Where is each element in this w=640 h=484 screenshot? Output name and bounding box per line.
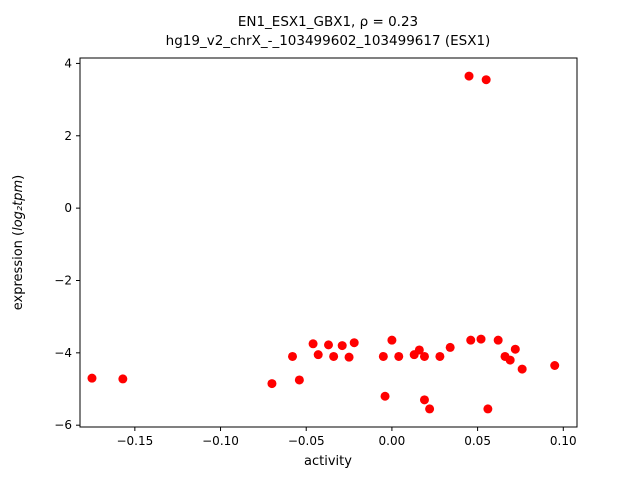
chart-title-line2: hg19_v2_chrX_-_103499602_103499617 (ESX1… xyxy=(166,33,491,49)
scatter-point xyxy=(493,335,503,345)
scatter-point xyxy=(87,373,97,383)
scatter-point xyxy=(349,338,359,348)
scatter-point xyxy=(378,351,388,361)
y-tick-label: 4 xyxy=(64,56,72,70)
scatter-point xyxy=(337,341,347,351)
scatter-point xyxy=(329,351,339,361)
scatter-point xyxy=(419,351,429,361)
scatter-point xyxy=(380,391,390,401)
x-tick-label: 0.00 xyxy=(379,434,406,448)
scatter-point xyxy=(505,355,515,365)
y-label-prefix: expression ( xyxy=(11,231,26,310)
scatter-point xyxy=(288,351,298,361)
x-tick-label: −0.15 xyxy=(116,434,153,448)
scatter-point xyxy=(414,345,424,355)
x-tick-label: −0.10 xyxy=(202,434,239,448)
scatter-point xyxy=(267,379,277,389)
scatter-point xyxy=(435,351,445,361)
x-axis-ticks: −0.15 −0.10 −0.05 0.00 0.05 0.10 xyxy=(116,427,577,448)
data-points xyxy=(87,71,560,414)
scatter-point xyxy=(387,335,397,345)
y-label-math: log₂tpm xyxy=(11,180,26,231)
x-axis-label: activity xyxy=(304,454,352,469)
y-label-suffix: ) xyxy=(11,175,26,180)
y-tick-label: −2 xyxy=(54,273,72,287)
scatter-point xyxy=(517,364,527,374)
scatter-point xyxy=(466,335,476,345)
scatter-point xyxy=(344,352,354,362)
scatter-point xyxy=(118,374,128,384)
plot-area: −0.15 −0.10 −0.05 0.00 0.05 0.10 −6 −4 −2 0 2 4 xyxy=(54,56,578,448)
scatter-point xyxy=(394,351,404,361)
x-tick-label: 0.10 xyxy=(550,434,577,448)
y-axis-label: expression (log₂tpm) xyxy=(11,175,26,310)
y-tick-label: −4 xyxy=(54,346,72,360)
scatter-point xyxy=(308,339,318,349)
scatter-point xyxy=(550,361,560,370)
scatter-point xyxy=(419,395,429,405)
scatter-point xyxy=(313,350,323,360)
scatter-point xyxy=(425,404,435,414)
scatter-point xyxy=(481,75,491,85)
y-tick-label: 2 xyxy=(64,129,72,143)
chart-title-line1: EN1_ESX1_GBX1, ρ = 0.23 xyxy=(238,14,418,30)
x-tick-label: −0.05 xyxy=(288,434,325,448)
plot-border xyxy=(79,57,578,428)
scatter-point xyxy=(464,71,474,81)
scatter-point xyxy=(483,404,493,414)
x-tick-label: 0.05 xyxy=(464,434,491,448)
scatter-point xyxy=(476,334,486,344)
y-tick-label: −6 xyxy=(54,418,72,432)
y-tick-label: 0 xyxy=(64,201,72,215)
scatter-point xyxy=(324,340,333,350)
y-axis-ticks: −6 −4 −2 0 2 4 xyxy=(54,56,80,432)
scatter-point xyxy=(445,342,455,352)
scatter-point xyxy=(510,344,520,354)
scatter-point xyxy=(294,375,304,385)
